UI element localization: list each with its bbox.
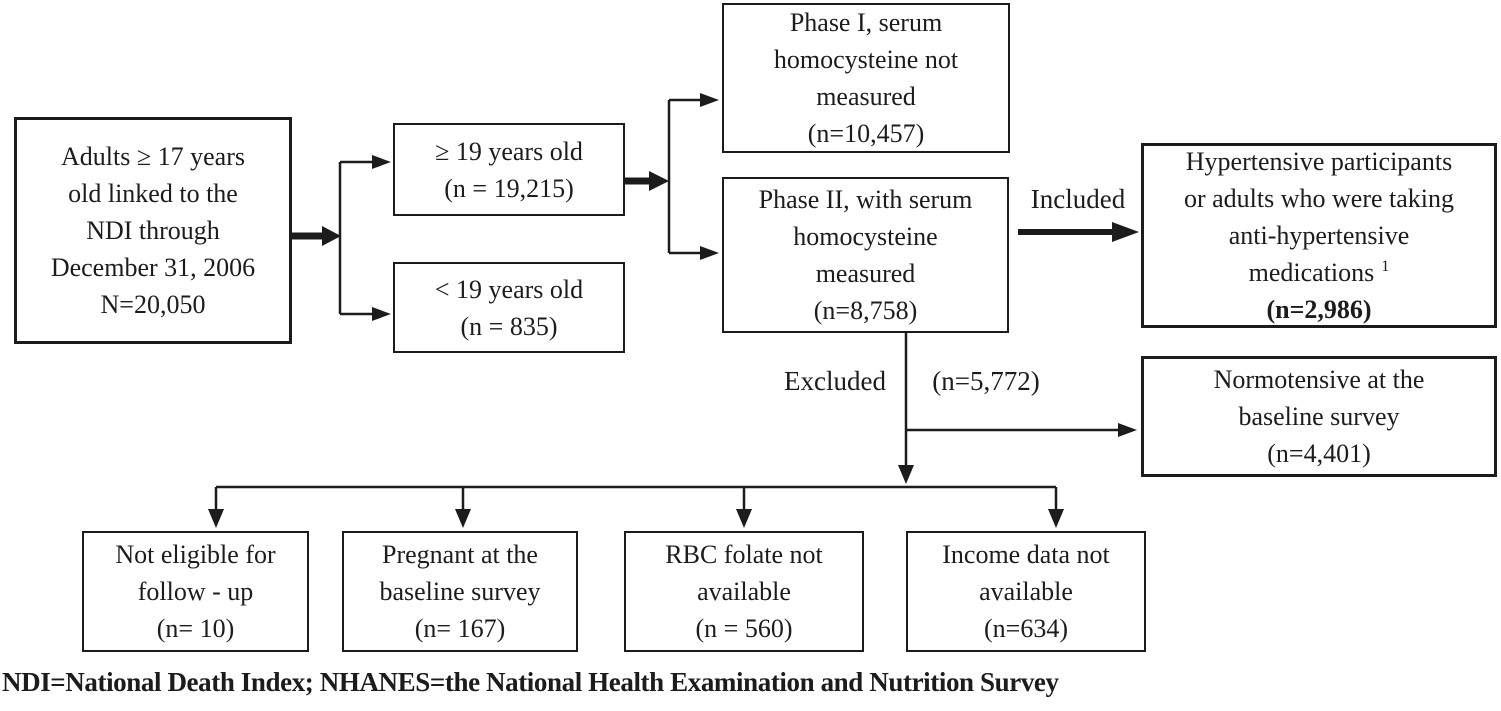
- node-age-ge19: ≥ 19 years old (n = 19,215): [393, 123, 625, 216]
- text-line: Pregnant at the: [382, 540, 538, 569]
- text-count-bold: (n=2,986): [1266, 295, 1372, 324]
- node-adults-ndi: Adults ≥ 17 years old linked to the NDI …: [14, 117, 292, 344]
- text-line: homocysteine: [793, 222, 938, 251]
- node-normotensive: Normotensive at the baseline survey (n=4…: [1141, 356, 1497, 477]
- node-not-eligible-followup: Not eligible for follow - up (n= 10): [82, 531, 309, 652]
- text-line: Not eligible for: [115, 540, 276, 569]
- text-line: or adults who were taking: [1183, 184, 1455, 213]
- label-included: Included: [1030, 184, 1126, 214]
- text-line: anti-hypertensive: [1228, 221, 1410, 250]
- node-rbc-folate-unavailable: RBC folate not available (n = 560): [624, 531, 864, 652]
- text-line: (n = 19,215): [444, 173, 574, 203]
- text-line: (n=8,758): [813, 296, 918, 325]
- arrow-included: [1018, 222, 1139, 242]
- text-line: Income data not: [942, 540, 1110, 569]
- text-line: baseline survey: [379, 577, 541, 606]
- text-line: (n=4,401): [1267, 439, 1371, 468]
- text-line: N=20,050: [100, 290, 206, 319]
- text-line: measured: [815, 259, 916, 288]
- text-line: baseline survey: [1238, 402, 1400, 431]
- text-line: Normotensive at the: [1213, 365, 1425, 394]
- text-line: homocysteine not: [773, 45, 959, 74]
- node-age-lt19: < 19 years old (n = 835): [393, 262, 625, 353]
- footnote-ref-1: 1: [1381, 258, 1390, 276]
- text-line: old linked to the: [68, 179, 238, 208]
- label-excluded: Excluded: [784, 366, 886, 396]
- text-line: December 31, 2006: [50, 253, 256, 282]
- text-line: Hypertensive participants: [1185, 147, 1453, 176]
- text-line: follow - up: [137, 577, 254, 606]
- text-medications: medications: [1248, 258, 1375, 287]
- connector-age-split: [338, 155, 391, 321]
- text-line: Phase I, serum: [789, 8, 943, 37]
- text-line: measured: [816, 82, 916, 111]
- arrow-ge19-to-phase-split: [625, 171, 669, 191]
- text-line-with-footnote-ref: medications 1: [1249, 254, 1390, 291]
- connector-distribution: [208, 485, 1064, 528]
- text-line: (n=634): [984, 614, 1068, 643]
- label-excluded-count: (n=5,772): [932, 366, 1040, 396]
- connector-excluded: [898, 332, 1137, 484]
- text-line: (n=10,457): [807, 119, 925, 148]
- text-line: (n = 560): [695, 614, 793, 643]
- connector-phase-split: [667, 93, 719, 260]
- text-line: (n= 10): [156, 614, 235, 643]
- node-income-unavailable: Income data not available (n=634): [906, 531, 1146, 652]
- node-pregnant-baseline: Pregnant at the baseline survey (n= 167): [342, 531, 578, 652]
- text-line: Phase II, with serum: [758, 185, 973, 214]
- text-line: (n= 167): [414, 614, 506, 643]
- text-line: < 19 years old: [434, 274, 584, 304]
- text-line: NDI through: [86, 216, 220, 245]
- node-phase2: Phase II, with serum homocysteine measur…: [722, 177, 1009, 333]
- arrow-adults-to-age-split: [292, 226, 341, 246]
- node-hypertensive-included: Hypertensive participants or adults who …: [1141, 143, 1497, 328]
- text-line: RBC folate not: [665, 540, 823, 569]
- text-line: available: [979, 577, 1073, 606]
- node-phase1: Phase I, serum homocysteine not measured…: [722, 3, 1010, 153]
- text-line: (n = 835): [460, 311, 558, 341]
- text-line: ≥ 19 years old: [435, 136, 583, 166]
- text-line: Adults ≥ 17 years: [61, 142, 245, 171]
- text-line: available: [697, 577, 791, 606]
- abbreviation-legend: NDI=National Death Index; NHANES=the Nat…: [2, 667, 1059, 697]
